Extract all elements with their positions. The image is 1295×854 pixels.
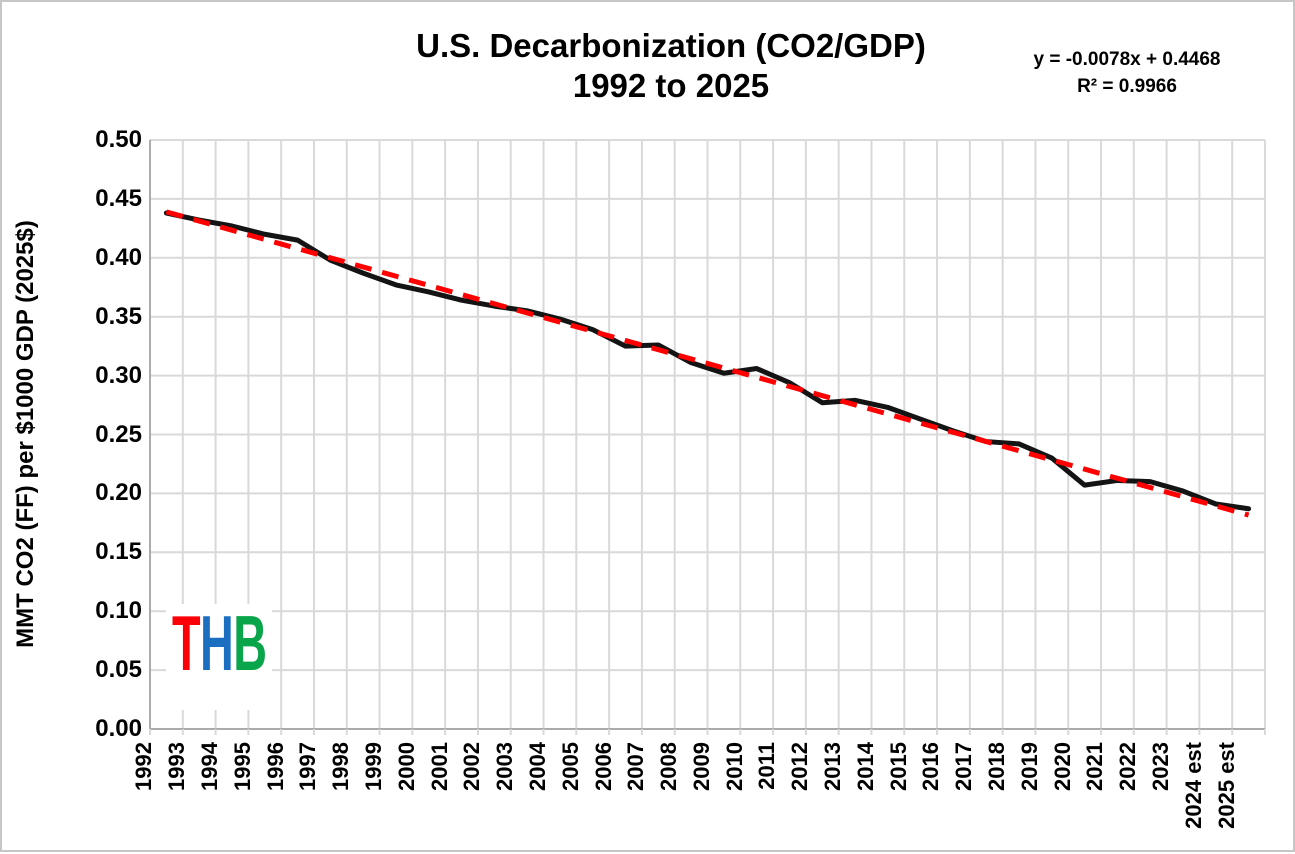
x-tick-label: 1992 [131,742,157,791]
x-tick-label: 2011 [754,742,780,790]
trendline-equation-block: y = -0.0078x + 0.4468 R² = 0.9966 [997,46,1257,100]
x-tick-label: 2019 [1016,742,1042,791]
trendline-equation-text: y = -0.0078x + 0.4468 [1033,49,1221,70]
x-tick-label: 2020 [1049,742,1075,791]
x-tick-label: 2010 [721,742,747,791]
thb-logo-letter-b: B [233,599,267,687]
thb-logo-text: THB [172,590,267,696]
x-tick-label: 1994 [196,742,222,791]
x-tick-label: 1995 [229,742,255,791]
y-tick-label: 0.45 [95,184,142,212]
x-tick-label: 1993 [164,742,190,791]
gridlines [149,139,1266,730]
y-tick-label: 0.30 [95,361,142,389]
thb-logo-letter-h: H [199,599,234,687]
y-tick-label: 0.25 [95,420,142,448]
x-tick-label: 2015 [885,742,911,791]
data-series-line [163,210,1252,512]
x-tick-label: 2005 [557,742,583,791]
x-tick-label: 1996 [262,742,288,791]
x-tick-label: 2002 [459,742,485,791]
x-tick-label: 2008 [656,742,682,791]
x-tick-label: 1998 [328,742,354,791]
y-tick-label: 0.35 [95,302,142,330]
y-tick-label: 0.10 [95,597,142,625]
x-tick-label: 2017 [951,742,977,791]
chart-title-line2: 1992 to 2025 [572,67,770,104]
x-tick-label: 2012 [787,742,813,791]
x-tick-label: 2013 [820,742,846,791]
x-tick-label: 2007 [623,742,649,791]
y-tick-label: 0.40 [95,243,142,271]
y-tick-label: 0.05 [95,656,142,684]
r-squared-text: R² = 0.9966 [1077,76,1177,97]
x-tick-label: 1997 [295,742,321,791]
y-axis-title: MMT CO2 (FF) per $1000 GDP (2025$) [12,220,39,648]
x-axis-ticks [149,729,1266,735]
y-tick-label: 0.20 [95,479,142,507]
x-tick-label: 2014 [852,742,878,791]
x-tick-label: 2004 [524,742,550,791]
x-tick-label: 2001 [426,742,452,791]
x-tick-label: 2023 [1148,742,1173,791]
x-tick-label: 2016 [918,742,944,791]
x-tick-label: 2003 [492,742,518,791]
co2-gdp-line [163,210,1252,512]
x-tick-label: 1999 [360,742,386,791]
x-tick-label: 2025 est [1213,742,1239,829]
thb-logo-letter-t: T [172,599,201,687]
y-tick-label: 0.00 [95,715,142,742]
x-tick-label: 2018 [984,742,1010,791]
thb-logo: THB [166,599,272,710]
x-tick-label: 2009 [688,742,714,791]
x-tick-label: 2024 est [1180,742,1206,829]
trendline [165,209,1250,518]
chart-title-line1: U.S. Decarbonization (CO2/GDP) [416,27,926,64]
x-tick-label: 2021 [1082,742,1108,791]
x-tick-label: 2022 [1115,742,1141,791]
x-tick-label: 2000 [393,742,419,791]
y-tick-label: 0.15 [95,538,142,566]
x-tick-label: 2006 [590,742,616,791]
y-tick-label: 0.50 [95,126,142,153]
chart-title: U.S. Decarbonization (CO2/GDP) 1992 to 2… [171,26,1171,106]
